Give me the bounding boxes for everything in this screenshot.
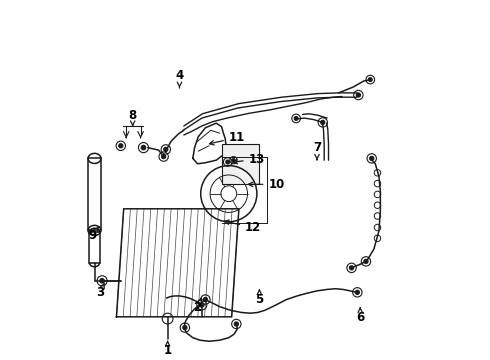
Circle shape (100, 279, 104, 283)
Circle shape (162, 154, 166, 159)
Circle shape (164, 147, 168, 152)
Text: 9: 9 (88, 226, 99, 242)
Circle shape (349, 266, 354, 270)
Circle shape (119, 144, 123, 148)
Text: 2: 2 (194, 298, 202, 314)
Circle shape (356, 93, 361, 97)
Circle shape (294, 117, 298, 120)
Circle shape (234, 322, 239, 326)
Bar (221, 144, 259, 184)
Circle shape (364, 259, 368, 264)
Text: 11: 11 (209, 131, 245, 145)
Circle shape (226, 160, 230, 164)
Text: 10: 10 (248, 178, 285, 191)
Circle shape (368, 78, 372, 81)
Text: 3: 3 (96, 283, 104, 299)
Bar (90, 232, 99, 263)
Text: 6: 6 (356, 308, 365, 324)
Circle shape (203, 297, 207, 302)
Circle shape (355, 290, 360, 294)
Text: 4: 4 (175, 69, 184, 88)
Circle shape (183, 325, 187, 330)
Text: 12: 12 (224, 220, 261, 234)
Text: 13: 13 (233, 153, 265, 166)
Circle shape (320, 120, 325, 125)
Bar (88, 158, 101, 230)
Text: 7: 7 (313, 141, 321, 160)
Circle shape (232, 158, 235, 162)
Text: 5: 5 (255, 290, 264, 306)
Text: 8: 8 (128, 109, 137, 125)
Text: 1: 1 (164, 341, 171, 357)
Circle shape (369, 156, 374, 161)
Circle shape (199, 303, 204, 307)
Circle shape (141, 145, 146, 150)
